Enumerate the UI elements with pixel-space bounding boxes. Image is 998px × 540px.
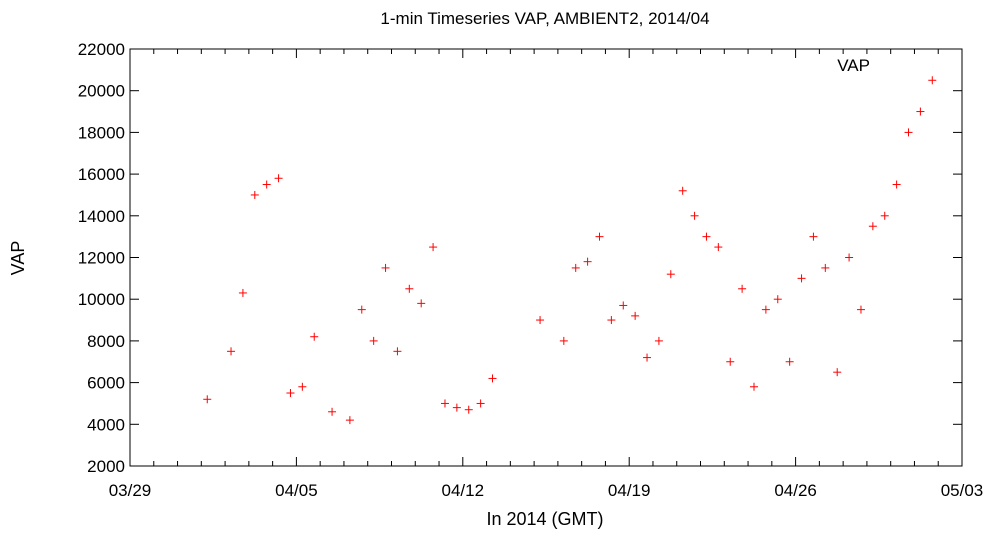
data-point [381,263,390,272]
data-point [833,368,842,377]
data-point [536,316,545,325]
data-point [274,174,283,183]
data-point [726,357,735,366]
data-point [797,274,806,283]
data-point [678,186,687,195]
y-tick-label: 16000 [78,165,125,184]
x-tick-label: 04/26 [774,481,817,500]
data-point [227,347,236,356]
data-point [488,374,497,383]
data-point [286,389,295,398]
y-tick-label: 8000 [87,332,125,351]
data-point [773,295,782,304]
legend-entry-label: VAP [837,56,870,75]
data-point [916,107,925,116]
data-point [666,270,675,279]
data-point [809,232,818,241]
y-axis-label: VAP [8,241,28,276]
data-point [250,190,259,199]
data-point [583,257,592,266]
data-point [571,263,580,272]
data-point [345,416,354,425]
data-point [750,382,758,391]
data-point [619,301,628,310]
data-point [868,222,877,231]
data-point [702,232,711,241]
data-point [464,405,473,414]
y-tick-label: 20000 [78,82,125,101]
data-point [880,211,889,220]
data-point [310,332,319,341]
data-point [856,305,865,314]
data-point [559,336,568,345]
data-point [738,284,747,293]
data-point [238,288,247,297]
data-point [821,263,830,272]
data-point [928,76,937,85]
data-point [203,395,212,404]
data-point [417,299,426,308]
data-point [298,382,307,391]
data-point [654,336,663,345]
data-point [631,311,640,320]
data-points [203,76,937,425]
x-tick-label: 04/12 [442,481,485,500]
data-point [643,353,652,362]
data-point [607,316,616,325]
data-point [714,243,723,252]
data-point [845,253,854,262]
data-point [429,243,438,252]
y-tick-label: 6000 [87,374,125,393]
chart-title: 1-min Timeseries VAP, AMBIENT2, 2014/04 [380,9,709,28]
data-point [262,180,271,189]
y-tick-label: 4000 [87,415,125,434]
data-point [785,357,794,366]
y-tick-label: 2000 [87,457,125,476]
data-point [690,211,699,220]
x-tick-label: 04/05 [275,481,318,500]
y-tick-label: 12000 [78,249,125,268]
data-point [904,128,913,137]
x-tick-label: 03/29 [109,481,152,500]
x-axis-ticks: 03/29 04/05 04/12 04/19 04/26 05/03 [109,49,984,500]
x-tick-label: 04/19 [608,481,651,500]
data-point [761,305,770,314]
data-point [892,180,901,189]
y-tick-label: 10000 [78,290,125,309]
data-point [369,336,378,345]
data-point [357,305,366,314]
y-tick-label: 18000 [78,123,125,142]
x-tick-label: 05/03 [941,481,984,500]
data-point [476,399,485,408]
data-point [595,232,604,241]
x-axis-label: In 2014 (GMT) [486,509,603,529]
y-tick-label: 14000 [78,207,125,226]
y-tick-label: 22000 [78,40,125,59]
data-point [328,407,337,416]
data-point [440,399,449,408]
data-point [405,284,414,293]
data-point [452,403,461,412]
y-axis-ticks: 2000 4000 6000 8000 10000 12000 14000 16000 1800… [78,40,962,476]
plot-frame [129,48,963,467]
data-point [393,347,402,356]
